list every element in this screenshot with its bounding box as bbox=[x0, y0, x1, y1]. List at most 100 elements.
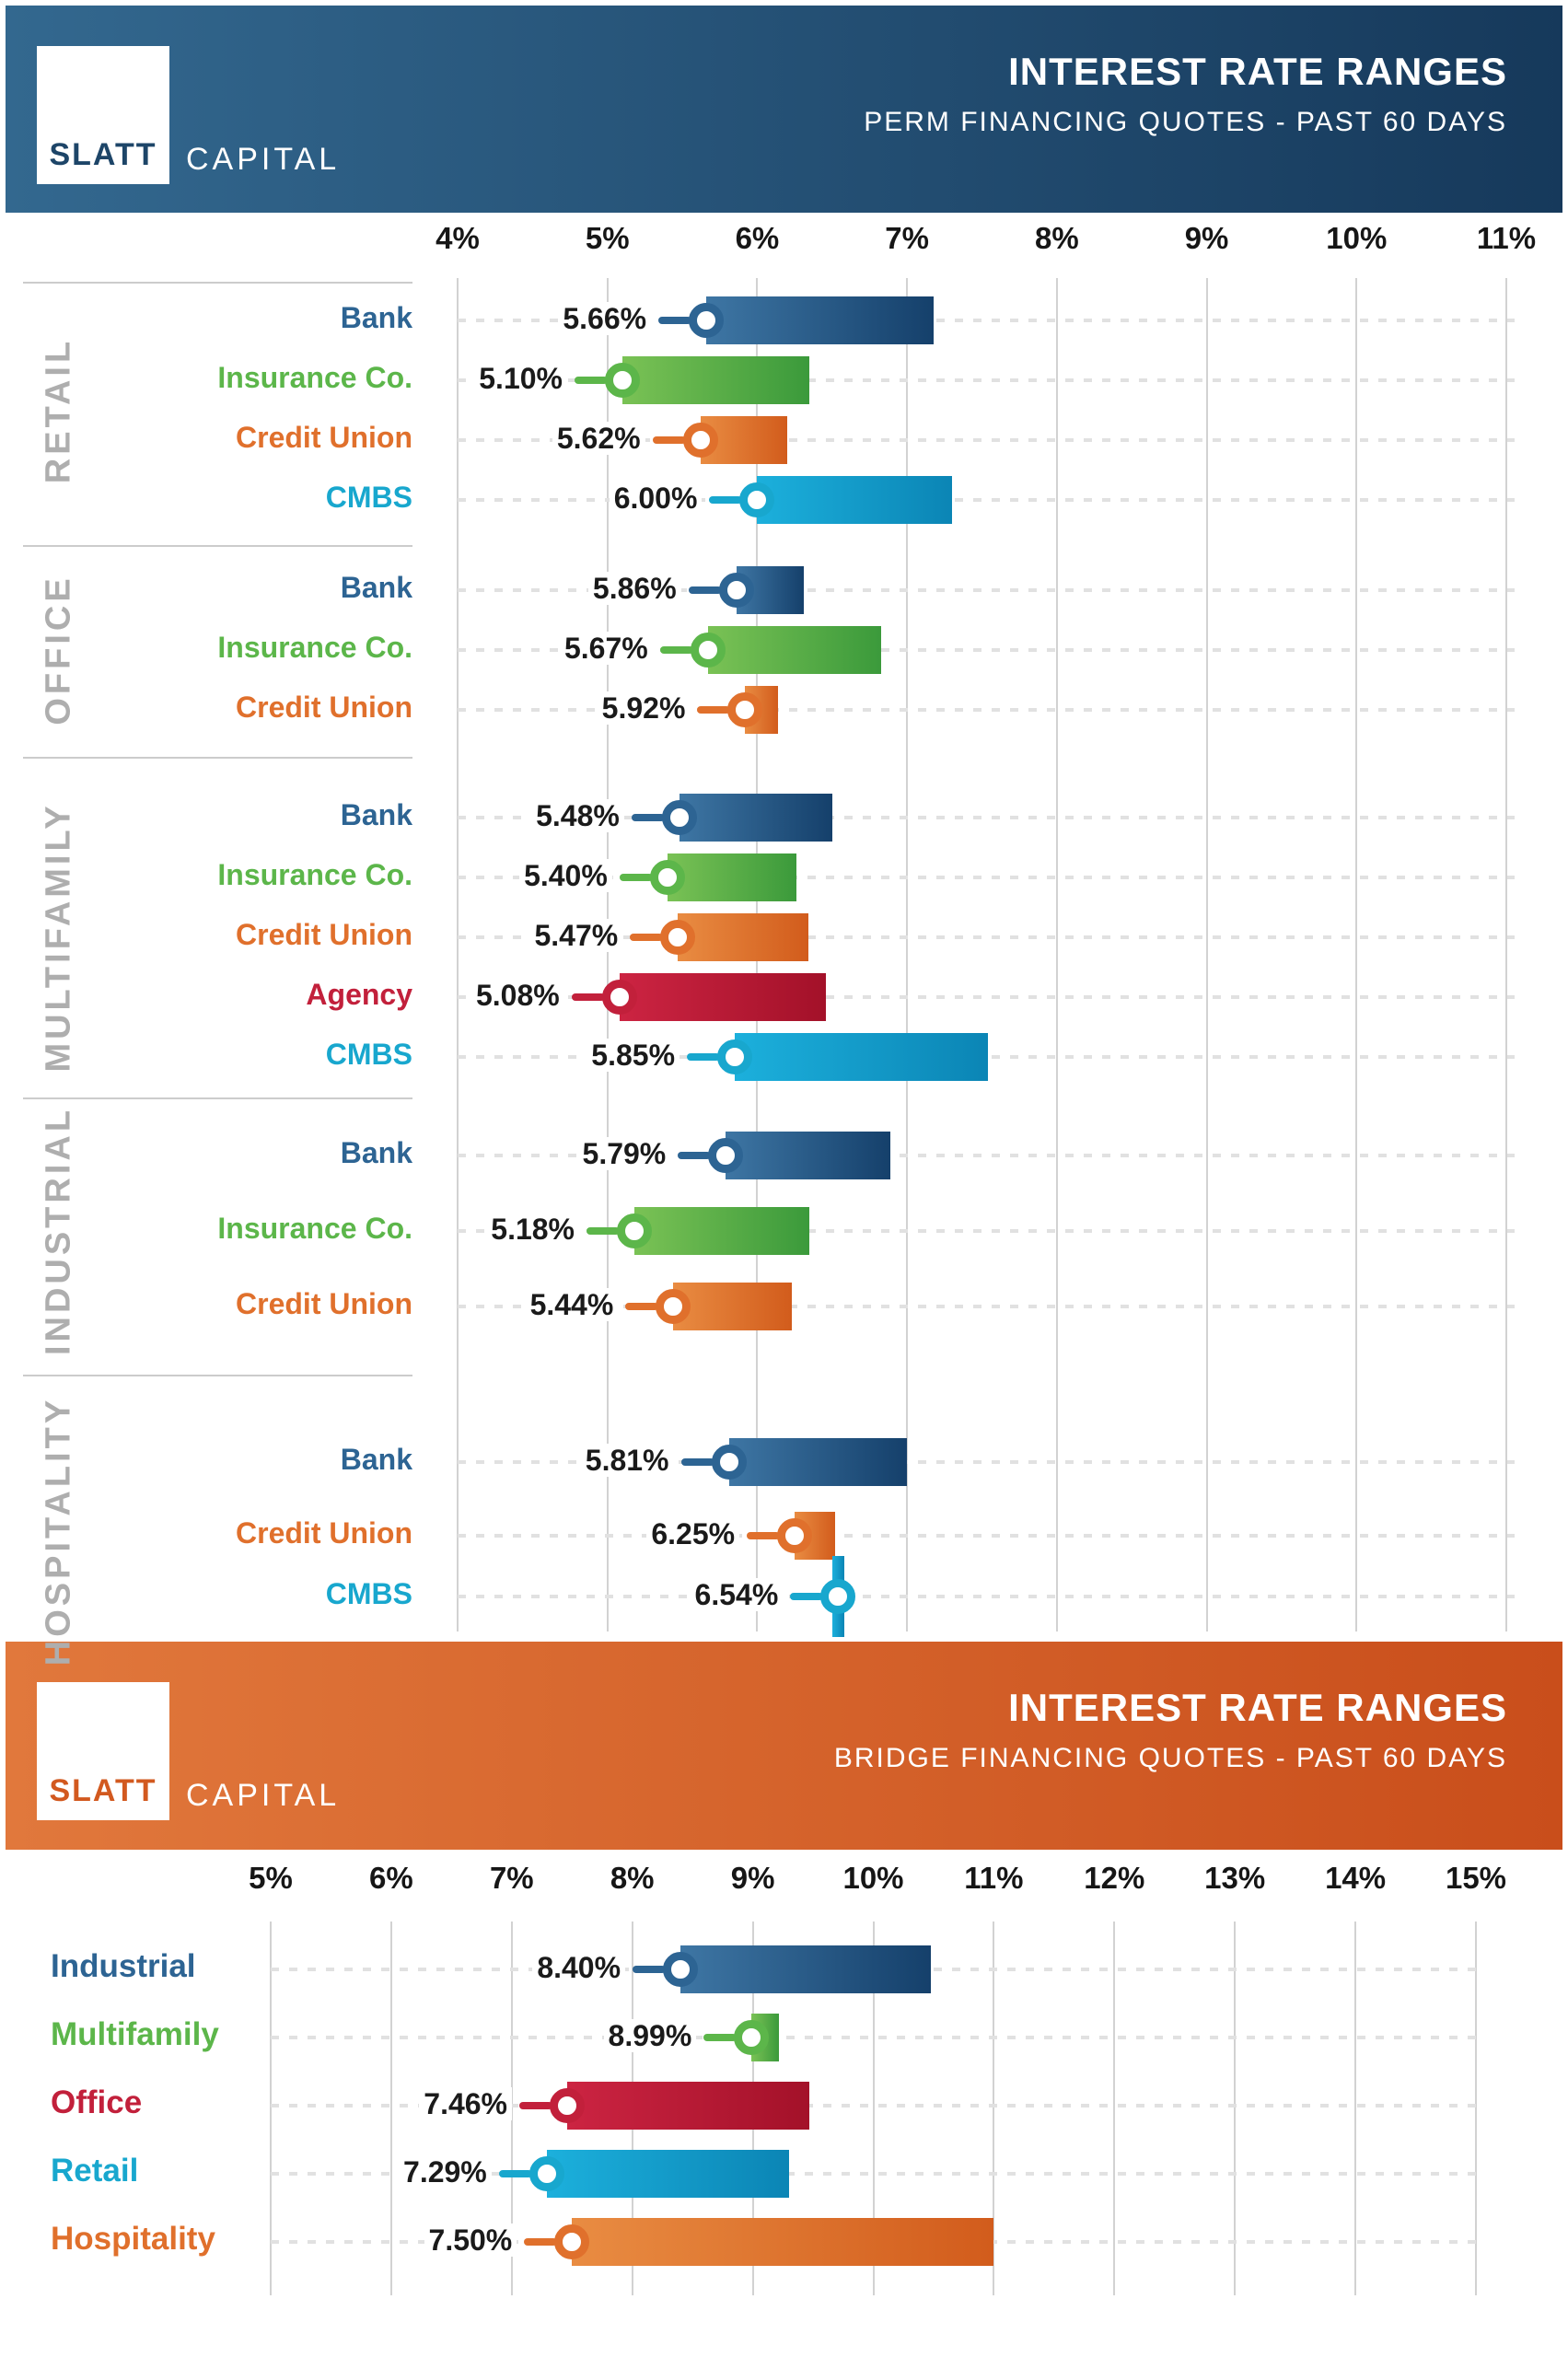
row-label-credit-union: Credit Union bbox=[236, 918, 412, 951]
slatt-capital-logo: SLATT bbox=[37, 1682, 169, 1820]
min-quote-marker bbox=[689, 303, 725, 338]
tag-connector-line bbox=[571, 993, 605, 1001]
min-quote-marker bbox=[739, 482, 775, 517]
gridline bbox=[872, 1922, 875, 2295]
axis-tick-label: 10% bbox=[1326, 221, 1388, 255]
leader-line bbox=[271, 2104, 1484, 2107]
range-bar bbox=[673, 1283, 792, 1330]
row-label-cmbs: CMBS bbox=[325, 1038, 412, 1071]
row-label-insurance-co-: Insurance Co. bbox=[217, 361, 412, 394]
row-label-bank: Bank bbox=[340, 301, 412, 334]
min-quote-marker bbox=[777, 1518, 813, 1553]
section-label: RETAIL bbox=[39, 337, 78, 483]
axis-tick-label: 8% bbox=[610, 1861, 655, 1895]
row-label-bank: Bank bbox=[340, 1136, 412, 1169]
range-bar bbox=[546, 2150, 789, 2198]
leader-line bbox=[271, 2172, 1484, 2176]
range-bar bbox=[706, 296, 935, 344]
min-quote-value: 5.86% bbox=[442, 572, 681, 606]
tag-connector-line bbox=[519, 2102, 552, 2109]
min-quote-value: 6.00% bbox=[462, 482, 703, 516]
row-label-retail: Retail bbox=[51, 2153, 139, 2189]
min-quote-value: 5.66% bbox=[412, 302, 652, 336]
axis-tick-label: 5% bbox=[585, 221, 630, 255]
min-quote-value: 5.62% bbox=[406, 422, 645, 456]
row-label-industrial: Industrial bbox=[51, 1948, 196, 1984]
brand-name-capital: CAPITAL bbox=[186, 1778, 341, 1813]
range-bar bbox=[567, 2082, 810, 2130]
row-label-bank: Bank bbox=[340, 1443, 412, 1476]
leader-line bbox=[458, 378, 1515, 382]
min-quote-marker bbox=[663, 1952, 699, 1987]
min-quote-marker bbox=[656, 1289, 691, 1324]
tag-connector-line bbox=[633, 1966, 667, 1973]
leader-line bbox=[458, 319, 1515, 322]
min-quote-value: 5.40% bbox=[373, 859, 612, 893]
axis-tick-label: 12% bbox=[1084, 1861, 1145, 1895]
gridline bbox=[993, 1922, 995, 2295]
tag-connector-line bbox=[658, 317, 692, 324]
bridge-header-text: INTEREST RATE RANGES BRIDGE FINANCING QU… bbox=[834, 1686, 1507, 1774]
leader-line bbox=[458, 995, 1515, 999]
row-label-credit-union: Credit Union bbox=[236, 1516, 412, 1550]
leader-line bbox=[458, 588, 1515, 592]
min-quote-marker bbox=[601, 980, 637, 1015]
bridge-chart-title: INTEREST RATE RANGES bbox=[1008, 1686, 1507, 1729]
min-quote-marker bbox=[820, 1579, 856, 1614]
range-bar bbox=[621, 356, 810, 404]
row-label-credit-union: Credit Union bbox=[236, 1287, 412, 1320]
axis-tick-label: 4% bbox=[436, 221, 480, 255]
slatt-capital-logo: SLATT bbox=[37, 46, 169, 184]
min-quote-value: 5.18% bbox=[340, 1213, 579, 1247]
leader-line bbox=[458, 876, 1515, 879]
brand-name-slatt: SLATT bbox=[49, 1773, 157, 1808]
section-separator bbox=[23, 282, 412, 284]
min-quote-marker bbox=[528, 2156, 564, 2191]
gridline bbox=[457, 278, 459, 1631]
min-quote-marker bbox=[661, 800, 697, 835]
axis-tick-label: 15% bbox=[1445, 1861, 1507, 1895]
axis-tick-label: 10% bbox=[842, 1861, 904, 1895]
row-label-bank: Bank bbox=[340, 798, 412, 831]
min-quote-value: 5.79% bbox=[431, 1137, 671, 1171]
min-quote-value: 5.67% bbox=[413, 632, 653, 666]
min-quote-value: 6.54% bbox=[543, 1578, 784, 1612]
min-quote-value: 5.48% bbox=[385, 799, 624, 833]
tag-connector-line bbox=[680, 1458, 714, 1466]
min-quote-marker bbox=[682, 423, 718, 458]
min-quote-value: 5.92% bbox=[450, 691, 691, 726]
tag-connector-line bbox=[659, 646, 693, 654]
axis-tick-label: 7% bbox=[885, 221, 929, 255]
min-quote-marker bbox=[718, 573, 754, 608]
tag-connector-line bbox=[678, 1152, 712, 1159]
tag-connector-line bbox=[498, 2170, 532, 2177]
row-label-office: Office bbox=[51, 2084, 143, 2120]
bridge-chart-subtitle: BRIDGE FINANCING QUOTES - PAST 60 DAYS bbox=[833, 1743, 1507, 1773]
tag-connector-line bbox=[703, 2034, 738, 2041]
min-quote-value: 7.46% bbox=[273, 2087, 512, 2121]
leader-line bbox=[458, 1534, 1515, 1538]
tag-connector-line bbox=[630, 934, 664, 941]
min-quote-value: 7.50% bbox=[277, 2223, 517, 2258]
gridline bbox=[1505, 278, 1507, 1631]
tag-connector-line bbox=[574, 377, 608, 384]
leader-line bbox=[458, 1305, 1515, 1308]
gridline bbox=[1355, 278, 1358, 1631]
axis-tick-label: 11% bbox=[1476, 221, 1537, 255]
leader-line bbox=[271, 2036, 1484, 2039]
leader-line bbox=[458, 816, 1515, 819]
min-quote-value: 8.99% bbox=[457, 2019, 697, 2053]
gridline bbox=[270, 1922, 272, 2295]
axis-tick-label: 9% bbox=[730, 1861, 775, 1895]
row-label-insurance-co-: Insurance Co. bbox=[217, 1212, 412, 1245]
min-quote-marker bbox=[690, 633, 726, 668]
min-quote-value: 5.10% bbox=[328, 362, 567, 396]
tag-connector-line bbox=[625, 1303, 659, 1310]
perm-chart-title: INTEREST RATE RANGES bbox=[1008, 50, 1507, 93]
tag-connector-line bbox=[687, 1053, 721, 1061]
min-quote-value: 5.44% bbox=[378, 1288, 619, 1322]
tag-connector-line bbox=[524, 2238, 558, 2246]
gridline bbox=[1354, 1922, 1357, 2295]
section-separator bbox=[23, 757, 412, 759]
gridline bbox=[389, 1922, 392, 2295]
